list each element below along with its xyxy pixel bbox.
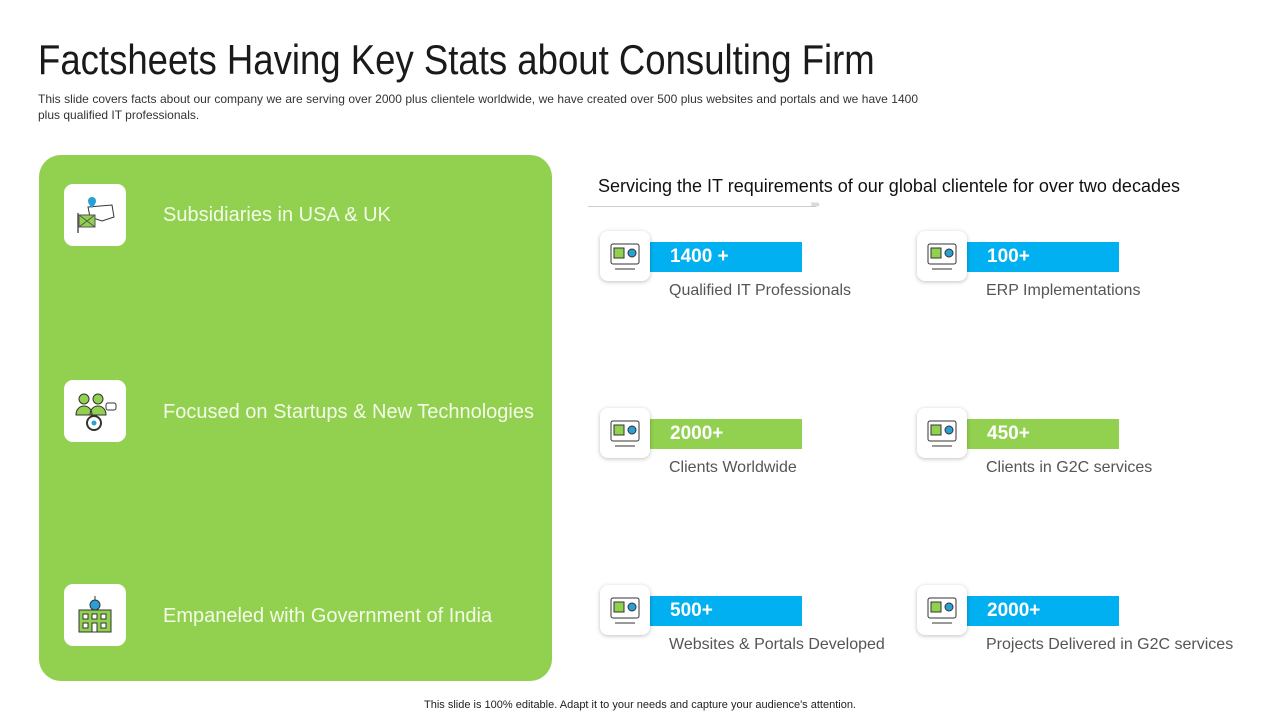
team-gear-icon — [917, 408, 967, 458]
stat-card: 1400 + Qualified IT Professionals — [600, 231, 920, 311]
stat-label: Clients Worldwide — [669, 459, 797, 476]
page-title: Factsheets Having Key Stats about Consul… — [38, 36, 875, 83]
stat-card: 2000+ Projects Delivered in G2C services — [917, 585, 1237, 665]
stat-value: 2000+ — [967, 596, 1119, 626]
footer-note: This slide is 100% editable. Adapt it to… — [424, 699, 856, 711]
stat-card: 500+ Websites & Portals Developed — [600, 585, 920, 665]
divider-line — [588, 206, 816, 207]
cloud-window-icon — [917, 231, 967, 281]
stat-value: 2000+ — [650, 419, 802, 449]
team-gear-icon — [64, 380, 126, 442]
stat-value: 100+ — [967, 242, 1119, 272]
features-panel: Subsidiaries in USA & UK Focused on Star… — [39, 155, 552, 681]
feature-label: Empaneled with Government of India — [163, 605, 493, 627]
stat-card: 100+ ERP Implementations — [917, 231, 1237, 311]
stat-label: Websites & Portals Developed — [669, 636, 885, 653]
stat-card: 450+ Clients in G2C services — [917, 408, 1237, 488]
globe-people-icon — [600, 408, 650, 458]
stat-value: 450+ — [967, 419, 1119, 449]
feature-label: Subsidiaries in USA & UK — [163, 204, 391, 226]
stat-label: Qualified IT Professionals — [669, 282, 852, 299]
government-building-icon — [64, 584, 126, 646]
stat-card: 2000+ Clients Worldwide — [600, 408, 920, 488]
feature-label: Focused on Startups & New Technologies — [163, 401, 534, 423]
stat-label: Clients in G2C services — [986, 459, 1153, 476]
stat-label: ERP Implementations — [986, 282, 1141, 299]
stat-value: 1400 + — [650, 242, 802, 272]
arrow-chevrons-icon: ›››››› — [810, 199, 820, 210]
map-flag-icon — [64, 184, 126, 246]
section-subtitle: Servicing the IT requirements of our glo… — [598, 176, 1180, 196]
document-gear-icon — [917, 585, 967, 635]
developer-icon — [600, 231, 650, 281]
monitor-web-icon — [600, 585, 650, 635]
page-description: This slide covers facts about our compan… — [38, 92, 918, 122]
stat-value: 500+ — [650, 596, 802, 626]
stat-label: Projects Delivered in G2C services — [986, 636, 1234, 653]
